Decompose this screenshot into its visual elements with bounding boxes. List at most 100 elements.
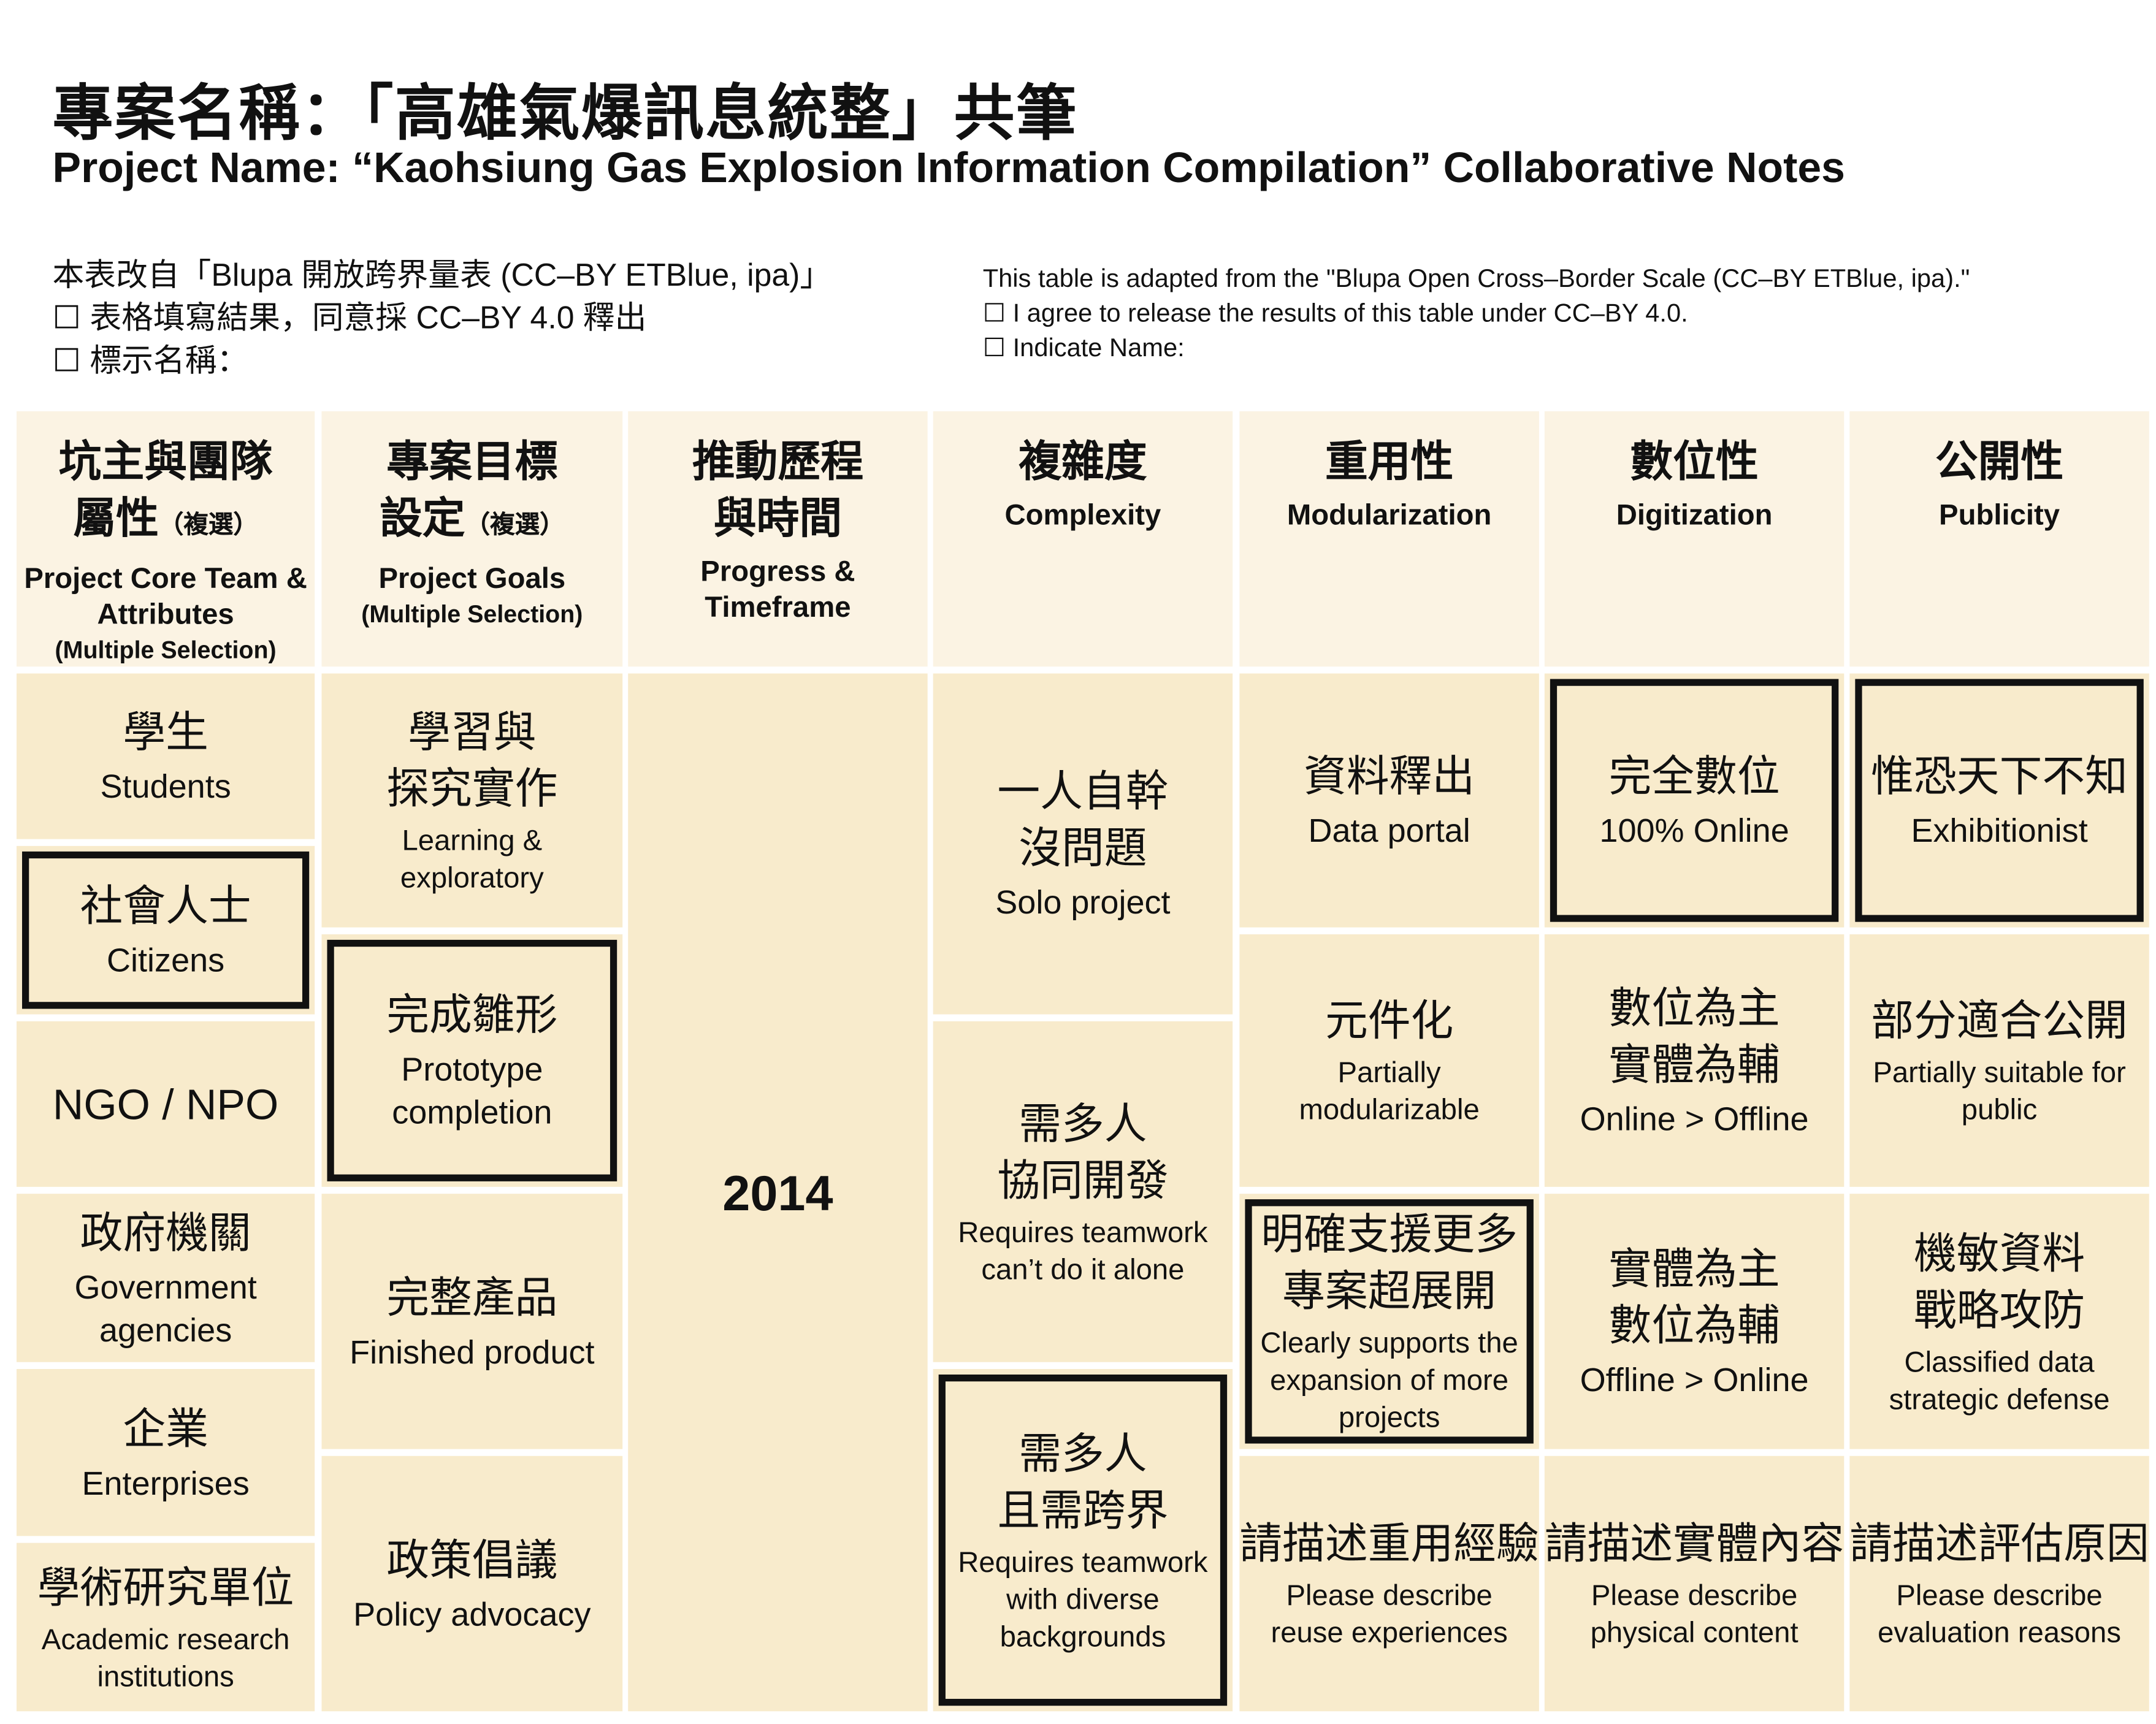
header-title-en: Project Goals bbox=[378, 563, 566, 595]
option-label-zh: 2014 bbox=[722, 1164, 833, 1221]
header-title-zh-line2-text: 與時間 bbox=[713, 494, 843, 543]
option-cell[interactable]: 學術研究單位 Academic research institutions bbox=[17, 1543, 315, 1712]
option-label-zh: 元件化 bbox=[1325, 992, 1453, 1048]
header-title-zh: 複雜度 bbox=[1019, 433, 1147, 490]
option-label-zh-line: 探究實作 bbox=[386, 765, 558, 813]
option-cell-selected[interactable]: 惟恐天下不知 Exhibitionist bbox=[1849, 673, 2149, 928]
option-label-zh: 學術研究單位 bbox=[37, 1559, 294, 1615]
header-subtitle: (Multiple Selection) bbox=[361, 600, 583, 628]
option-label-zh-line: 專案超展開 bbox=[1282, 1267, 1497, 1316]
header-title-en: Modularization bbox=[1286, 499, 1492, 532]
option-cell[interactable]: 資料釋出 Data portal bbox=[1239, 673, 1539, 928]
column-header: 複雜度 Complexity bbox=[933, 411, 1233, 667]
option-label-en: Academic research institutions bbox=[41, 1623, 290, 1693]
name-checkbox-en[interactable]: ☐ Indicate Name: bbox=[982, 332, 1185, 362]
option-cell[interactable]: 機敏資料 戰略攻防 Classified data strategic defens… bbox=[1849, 1194, 2149, 1449]
option-label-zh: 機敏資料 戰略攻防 bbox=[1914, 1225, 2085, 1338]
option-cell[interactable]: 需多人 協同開發 Requires teamwork can’t do it alo… bbox=[933, 1021, 1233, 1362]
option-label-en: Requires teamwork with diverse backgroun… bbox=[958, 1546, 1208, 1653]
column-header: 公開性 Publicity bbox=[1849, 411, 2149, 667]
option-cell-selected[interactable]: 完全數位 100% Online bbox=[1544, 673, 1844, 928]
option-cell[interactable]: 請描述實體內容 Please describe physical content bbox=[1544, 1455, 1844, 1712]
option-cell[interactable]: 政府機關 Government agencies bbox=[17, 1194, 315, 1362]
option-cell[interactable]: 學習與 探究實作 Learning & exploratory bbox=[321, 673, 623, 928]
option-cell[interactable]: 學生 Students bbox=[17, 673, 315, 839]
option-label-zh-line: 完成雛形 bbox=[386, 991, 558, 1040]
title-zh: 專案名稱：「高雄氣爆訊息統整」共筆 bbox=[52, 80, 1079, 148]
option-cell[interactable]: 請描述重用經驗 Please describe reuse experiences bbox=[1239, 1455, 1539, 1712]
option-label-en: Please describe reuse experiences bbox=[1271, 1580, 1508, 1649]
option-label-zh-line: 政策倡議 bbox=[386, 1535, 558, 1584]
option-label-zh-line: 數位為輔 bbox=[1608, 1301, 1780, 1350]
option-label-zh: 數位為主 實體為輔 bbox=[1609, 980, 1780, 1093]
option-cell[interactable]: 政策倡議 Policy advocacy bbox=[321, 1455, 623, 1712]
option-cell[interactable]: 完整產品 Finished product bbox=[321, 1194, 623, 1449]
option-cell[interactable]: 請描述評估原因 Please describe evaluation reason… bbox=[1849, 1455, 2149, 1712]
header-title-zh: 重用性 bbox=[1325, 433, 1453, 490]
name-checkbox-zh[interactable]: ☐ 標示名稱： bbox=[52, 342, 249, 378]
option-label-zh-line: 部分適合公開 bbox=[1871, 996, 2128, 1045]
option-cell[interactable]: 一人自幹 沒問題 Solo project bbox=[933, 673, 1233, 1015]
header-title-zh: 推動歷程 與時間 bbox=[692, 433, 863, 547]
option-cell[interactable]: 數位為主實體為輔 Online > Offline bbox=[1544, 934, 1844, 1187]
header-title-en: Publicity bbox=[1939, 499, 2060, 532]
option-label-zh: 政策倡議 bbox=[386, 1531, 557, 1587]
option-cell[interactable]: 2014 bbox=[628, 673, 928, 1712]
title-en: Project Name: “Kaohsiung Gas Explosion I… bbox=[52, 143, 1845, 192]
option-label-zh: 實體為主 數位為輔 bbox=[1609, 1241, 1780, 1354]
option-label-zh: 學習與 探究實作 bbox=[386, 704, 557, 817]
option-label-zh: 完成雛形 bbox=[386, 986, 557, 1043]
option-label-zh-line: 社會人士 bbox=[80, 882, 251, 931]
option-label-zh-line: 惟恐天下不知 bbox=[1871, 752, 2128, 801]
option-label-zh-line: 2014 bbox=[722, 1164, 833, 1221]
option-label-zh: 社會人士 bbox=[80, 878, 251, 934]
option-label-en: Data portal bbox=[1308, 812, 1470, 850]
option-label-zh-line: 學習與 bbox=[408, 708, 537, 757]
header-title-zh-line1: 專案目標 bbox=[386, 437, 558, 486]
option-label-zh-line: 政府機關 bbox=[80, 1208, 251, 1257]
option-cell[interactable]: NGO / NPO bbox=[17, 1021, 315, 1187]
column-header: 推動歷程 與時間 Progress & Timeframe bbox=[628, 411, 928, 667]
option-label-zh-line: 協同開發 bbox=[997, 1156, 1169, 1204]
option-label-zh: 惟恐天下不知 bbox=[1871, 748, 2128, 804]
header-title-zh-line1: 坑主與團隊 bbox=[58, 437, 273, 486]
option-cell[interactable]: 部分適合公開 Partially suitable for public bbox=[1849, 934, 2149, 1187]
option-label-zh-line: 實體為輔 bbox=[1608, 1040, 1780, 1089]
header-subtitle: (Multiple Selection) bbox=[55, 636, 277, 664]
agree-checkbox-en[interactable]: ☐ I agree to release the results of this… bbox=[982, 298, 1688, 327]
option-label-en: Partially suitable for public bbox=[1873, 1057, 2126, 1126]
option-cell-selected[interactable]: 需多人 且需跨界 Requires teamwork with diverse ba… bbox=[933, 1368, 1233, 1712]
option-label-zh-line: 元件化 bbox=[1325, 996, 1454, 1045]
option-label-en: Exhibitionist bbox=[1911, 812, 2088, 850]
option-label-en: Government agencies bbox=[74, 1268, 257, 1349]
option-label-zh-line: 一人自幹 bbox=[997, 767, 1169, 816]
option-label-zh-line: 戰略攻防 bbox=[1914, 1285, 2085, 1334]
option-label-zh-line: 且需跨界 bbox=[997, 1486, 1169, 1534]
column-header: 坑主與團隊 屬性（複選） Project Core Team & Attribute… bbox=[17, 411, 315, 667]
multi-select-tag: （複選） bbox=[465, 510, 565, 538]
option-label-en: Please describe physical content bbox=[1590, 1580, 1799, 1649]
multi-select-tag: （複選） bbox=[158, 510, 258, 538]
notes-en: This table is adapted from the "Blupa Op… bbox=[983, 261, 1970, 364]
option-label-zh-line: 需多人 bbox=[1019, 1428, 1147, 1478]
option-label-zh: 需多人 且需跨界 bbox=[997, 1425, 1168, 1538]
option-label-zh-line: 請描述評估原因 bbox=[1849, 1519, 2149, 1568]
option-cell[interactable]: 元件化 Partially modularizable bbox=[1239, 934, 1539, 1187]
option-label-zh-line: 資料釋出 bbox=[1304, 752, 1475, 801]
option-label-zh: 資料釋出 bbox=[1304, 748, 1475, 804]
option-label-zh: 請描述實體內容 bbox=[1545, 1516, 1844, 1572]
option-cell-selected[interactable]: 完成雛形 Prototype completion bbox=[321, 934, 623, 1187]
agree-checkbox-zh[interactable]: ☐ 表格填寫結果，同意採 CC–BY 4.0 釋出 bbox=[52, 299, 647, 335]
option-cell[interactable]: 企業 Enterprises bbox=[17, 1368, 315, 1536]
option-cell-selected[interactable]: 明確支援更多 專案超展開 Clearly supports the expansio… bbox=[1239, 1194, 1539, 1449]
option-label-en: Online > Offline bbox=[1580, 1101, 1809, 1139]
header-title-en: Complexity bbox=[1004, 499, 1161, 532]
option-label-zh: 一人自幹 沒問題 bbox=[997, 763, 1168, 877]
option-label-zh: 需多人 協同開發 bbox=[997, 1095, 1168, 1208]
option-cell[interactable]: 實體為主 數位為輔 Offline > Online bbox=[1544, 1194, 1844, 1449]
option-cell-selected[interactable]: 社會人士 Citizens bbox=[17, 845, 315, 1015]
option-label-zh-line: 數位為主 bbox=[1608, 983, 1780, 1032]
option-label-en: 100% Online bbox=[1599, 812, 1789, 850]
option-label-en: Requires teamwork can’t do it alone bbox=[958, 1216, 1208, 1286]
option-label-zh-line: 請描述重用經驗 bbox=[1239, 1519, 1539, 1568]
